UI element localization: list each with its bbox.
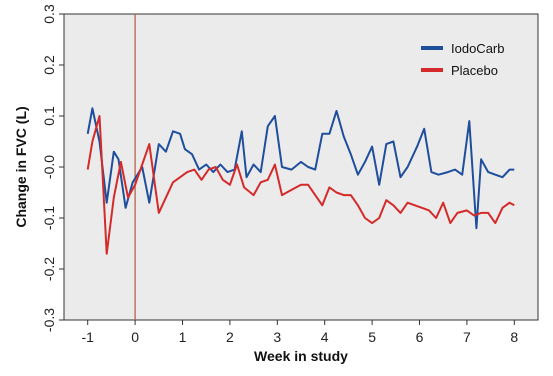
- y-tick-label: -0.0: [41, 155, 57, 179]
- x-tick-label: 0: [131, 329, 139, 345]
- y-tick-label: -0.2: [41, 257, 57, 281]
- x-axis: -1 0 1 2 3 4 5 6 7 8: [81, 320, 518, 345]
- y-tick-label: -0.1: [41, 206, 57, 230]
- y-axis-label: Change in FVC (L): [13, 106, 29, 227]
- legend-label-iodocarb: IodoCarb: [451, 41, 504, 56]
- x-tick-label: -1: [81, 329, 94, 345]
- x-tick-label: 8: [510, 329, 518, 345]
- y-axis: -0.3 -0.2 -0.1 -0.0 0.1 0.2 0.3: [41, 4, 64, 332]
- x-tick-label: 6: [416, 329, 424, 345]
- series-line-placebo: [86, 115, 515, 255]
- legend-label-placebo: Placebo: [451, 63, 498, 78]
- x-tick-label: 3: [273, 329, 281, 345]
- x-axis-label: Week in study: [254, 348, 348, 364]
- y-tick-label: 0.1: [41, 106, 57, 126]
- x-tick-label: 2: [226, 329, 234, 345]
- x-tick-label: 7: [463, 329, 471, 345]
- y-tick-label: 0.2: [41, 55, 57, 75]
- legend: IodoCarb Placebo: [421, 41, 504, 78]
- x-tick-label: 4: [321, 329, 329, 345]
- y-tick-label: -0.3: [41, 308, 57, 332]
- x-tick-label: 5: [368, 329, 376, 345]
- y-tick-label: 0.3: [41, 4, 57, 24]
- x-tick-label: 1: [179, 329, 187, 345]
- series-line-iodocarb: [86, 107, 515, 230]
- series-lines-layer: [86, 107, 515, 255]
